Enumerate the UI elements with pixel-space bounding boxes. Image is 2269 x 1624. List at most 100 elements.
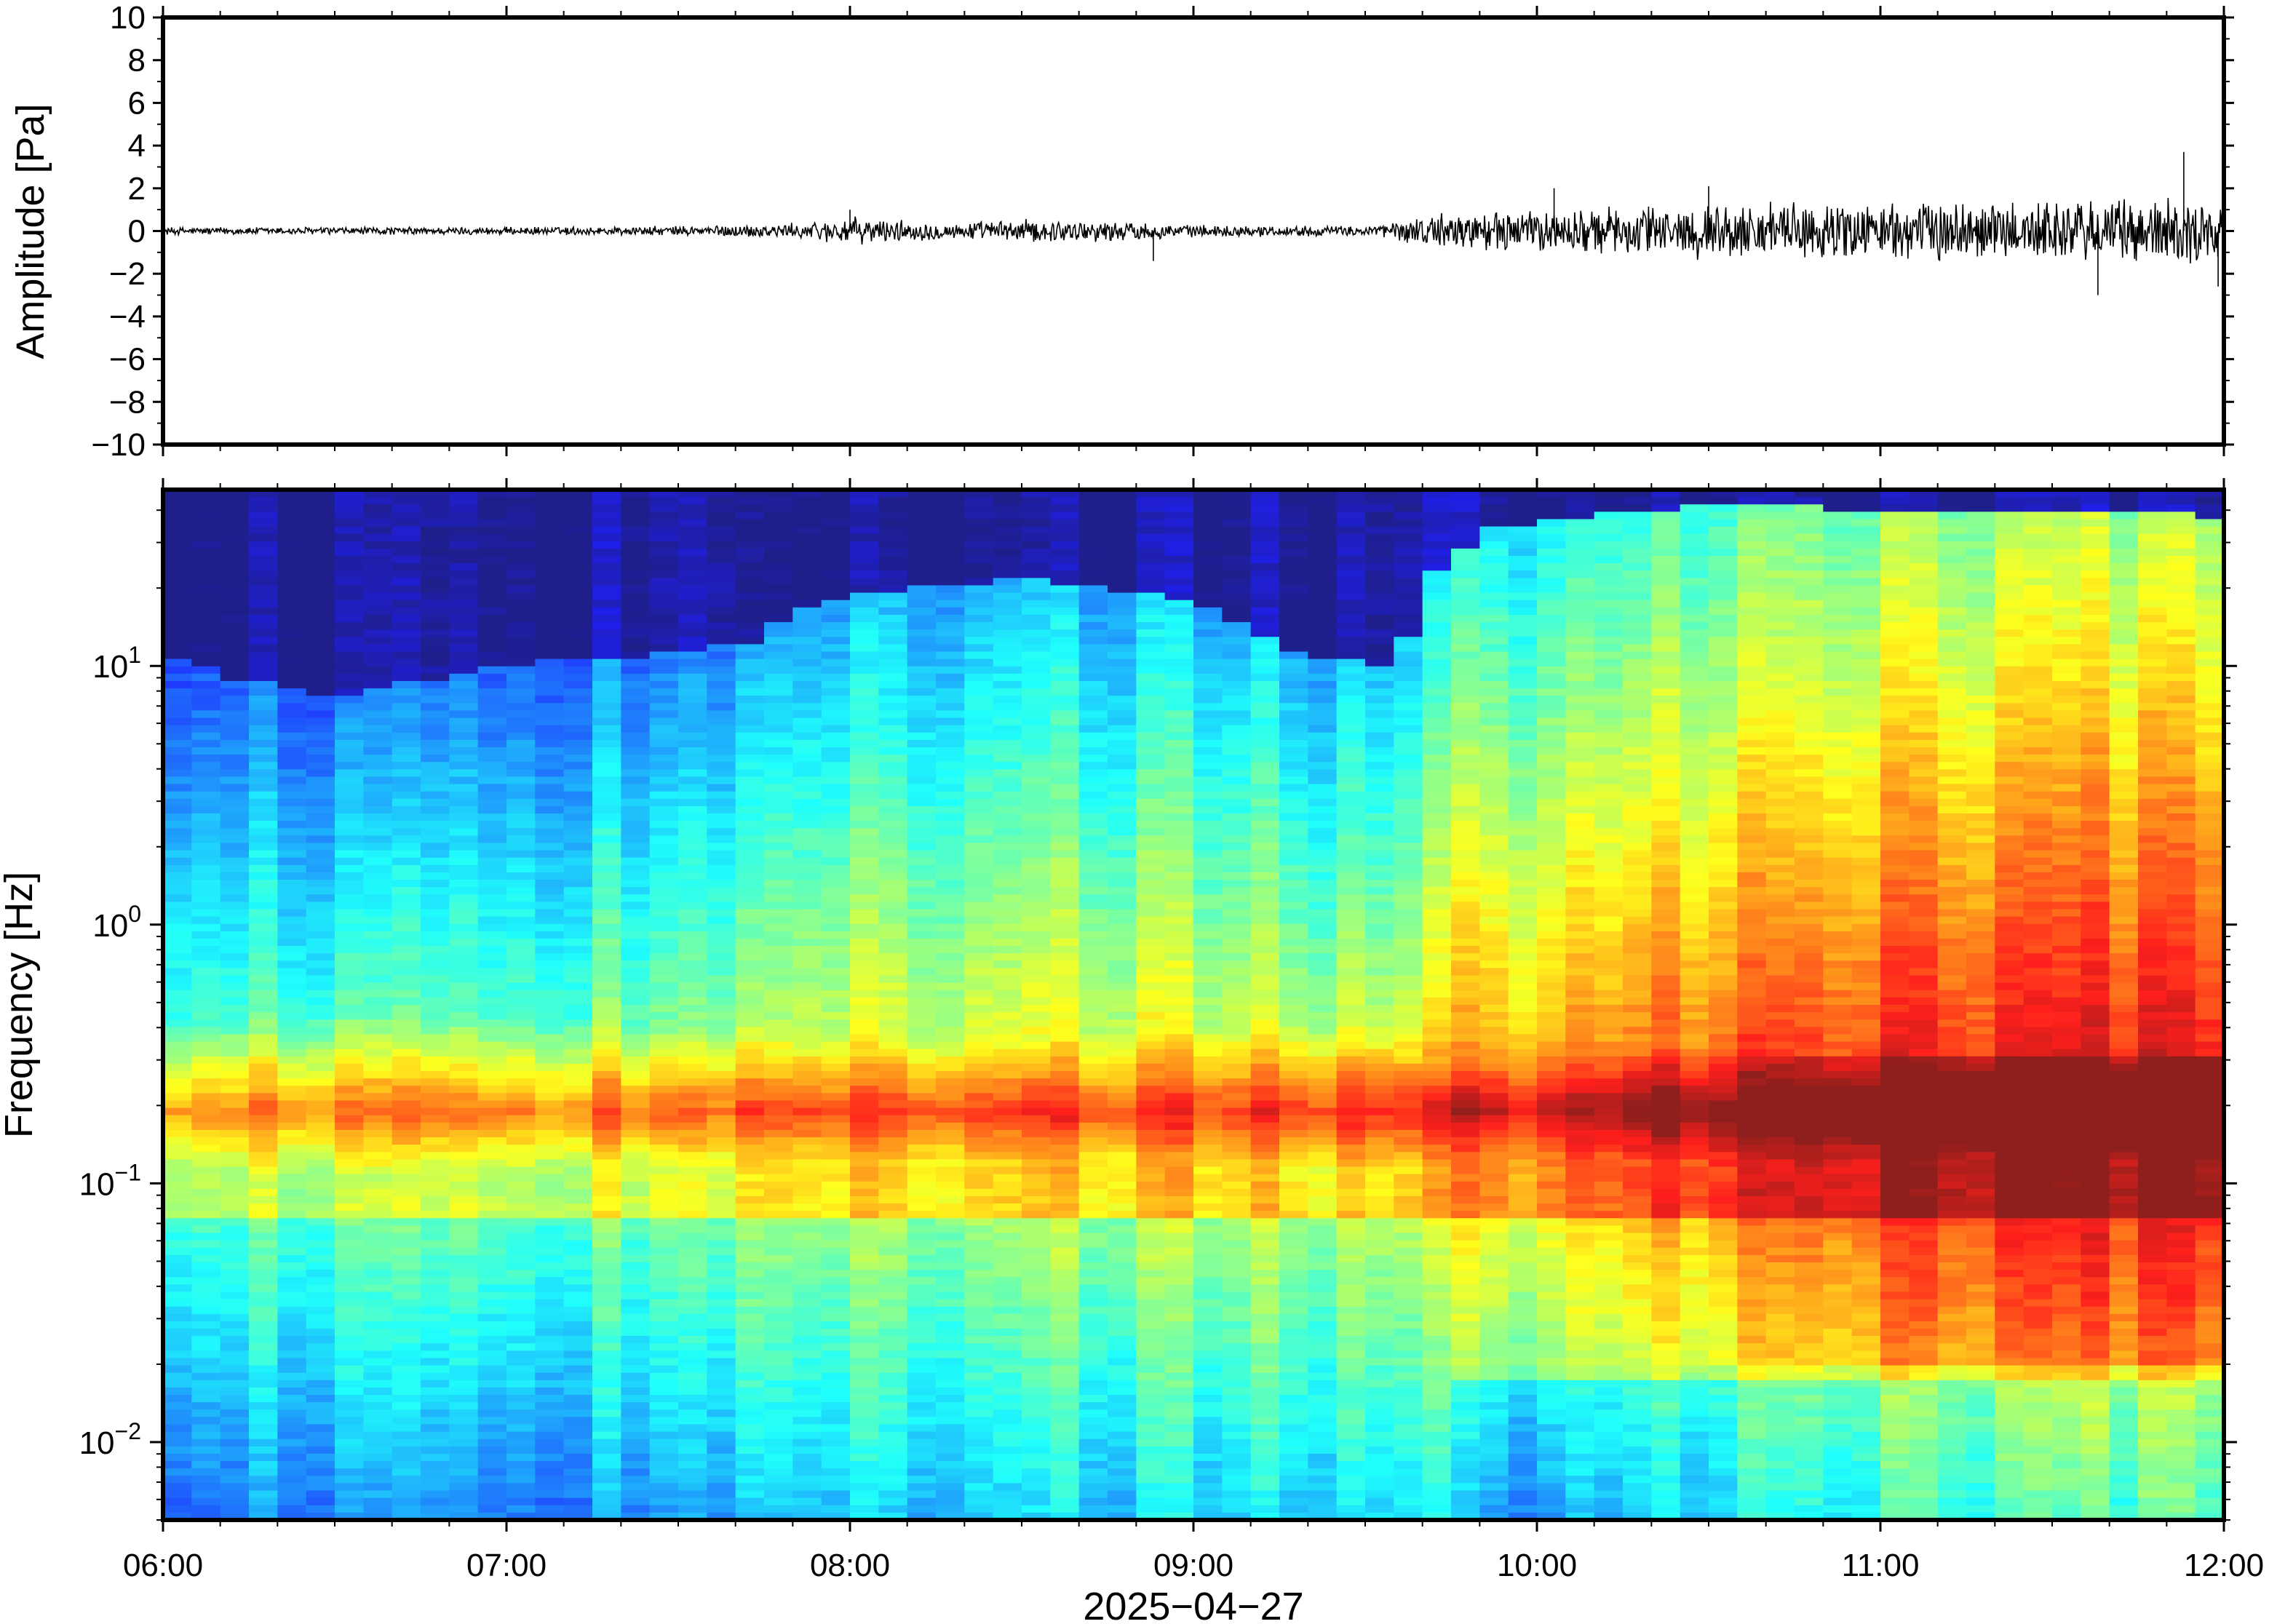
waveform-y-axis-title: Amplitude [Pa] — [9, 103, 52, 359]
spectrogram-cell — [821, 901, 851, 910]
spectrogram-cell — [850, 680, 880, 689]
spectrogram-cell — [821, 1041, 851, 1050]
spectrogram-cell — [277, 1107, 307, 1116]
spectrogram-cell — [163, 725, 193, 733]
spectrogram-cell — [878, 1137, 908, 1145]
spectrogram-cell — [563, 1188, 593, 1197]
spectrogram-cell — [993, 570, 1022, 579]
spectrogram-cell — [792, 909, 822, 918]
spectrogram-cell — [792, 592, 822, 601]
spectrogram-cell — [993, 776, 1022, 785]
spectrogram-cell — [220, 1078, 250, 1087]
spectrogram-cell — [277, 1122, 307, 1131]
spectrogram-cell — [878, 1336, 908, 1345]
spectrogram-cell — [335, 805, 365, 814]
spectrogram-cell — [1022, 1262, 1052, 1270]
spectrogram-cell — [220, 1063, 250, 1072]
spectrogram-cell — [850, 747, 880, 755]
spectrogram-cell — [1136, 622, 1166, 630]
spectrogram-cell — [421, 1306, 450, 1315]
spectrogram-cell — [764, 680, 794, 689]
spectrogram-cell — [506, 1431, 536, 1440]
spectrogram-cell — [277, 1145, 307, 1153]
spectrogram-cell — [477, 1358, 507, 1366]
spectrogram-cell — [649, 1218, 679, 1227]
spectrogram-cell — [649, 688, 679, 696]
spectrogram-cell — [421, 1063, 450, 1072]
spectrogram-cell — [506, 1254, 536, 1263]
spectrogram-cell — [1078, 982, 1108, 991]
spectrogram-cell — [1108, 747, 1137, 755]
spectrogram-cell — [277, 644, 307, 653]
spectrogram-cell — [678, 1137, 708, 1145]
spectrogram-cell — [907, 762, 937, 771]
spectrogram-cell — [220, 541, 250, 549]
spectrogram-cell — [993, 1497, 1022, 1506]
spectrogram-cell — [936, 850, 966, 859]
spectrogram-cell — [392, 578, 421, 586]
spectrogram-cell — [707, 1019, 736, 1028]
spectrogram-cell — [421, 1247, 450, 1256]
spectrogram-cell — [506, 1497, 536, 1506]
spectrogram-cell — [249, 1490, 279, 1499]
spectrogram-cell — [678, 747, 708, 755]
spectrogram-cell — [306, 1027, 335, 1035]
spectrogram-cell — [506, 1468, 536, 1477]
spectrogram-cell — [191, 1372, 221, 1381]
spectrogram-cell — [850, 946, 880, 954]
spectrogram-cell — [735, 1461, 765, 1469]
spectrogram-cell — [1078, 585, 1108, 594]
spectrogram-cell — [764, 1490, 794, 1499]
spectrogram-cell — [878, 1174, 908, 1182]
spectrogram-cell — [592, 997, 622, 1006]
spectrogram-cell — [421, 725, 450, 733]
spectrogram-cell — [907, 953, 937, 962]
spectrogram-cell — [306, 1321, 335, 1329]
spectrogram-cell — [335, 563, 365, 572]
spectrogram-cell — [563, 1299, 593, 1307]
spectrogram-cell — [277, 864, 307, 873]
spectrogram-cell — [907, 1225, 937, 1234]
spectrogram-cell — [1078, 1100, 1108, 1109]
spectrogram-cell — [592, 1409, 622, 1418]
spectrogram-cell — [592, 1071, 622, 1079]
spectrogram-cell — [421, 541, 450, 549]
spectrogram-cell — [707, 755, 736, 763]
spectrogram-cell — [850, 1402, 880, 1411]
spectrogram-cell — [764, 629, 794, 638]
spectrogram-cell — [649, 578, 679, 586]
spectrogram-cell — [1050, 1336, 1080, 1345]
spectrogram-cell — [792, 703, 822, 712]
spectrogram-cell — [907, 732, 937, 741]
spectrogram-cell — [1108, 872, 1137, 880]
spectrogram-cell — [277, 1247, 307, 1256]
spectrogram-cell — [993, 923, 1022, 932]
spectrogram-cell — [649, 607, 679, 616]
spectrogram-cell — [649, 953, 679, 962]
spectrogram-cell — [764, 658, 794, 667]
spectrogram-cell — [1022, 755, 1052, 763]
spectrogram-cell — [563, 762, 593, 771]
spectrogram-cell — [764, 1107, 794, 1116]
spectrogram-cell — [649, 857, 679, 866]
spectrogram-cell — [220, 1490, 250, 1499]
spectrogram-cell — [907, 1291, 937, 1300]
spectrogram-cell — [1136, 680, 1166, 689]
spectrogram-cell — [1108, 739, 1137, 748]
spectrogram-cell — [563, 1071, 593, 1079]
spectrogram-cell — [449, 1247, 479, 1256]
spectrogram-cell — [1022, 953, 1052, 962]
spectrogram-cell — [220, 1321, 250, 1329]
spectrogram-cell — [392, 953, 421, 962]
spectrogram-cell — [1136, 835, 1166, 844]
spectrogram-cell — [907, 1431, 937, 1440]
spectrogram-cell — [621, 1402, 651, 1411]
spectrogram-cell — [277, 1218, 307, 1227]
spectrogram-cell — [592, 1145, 622, 1153]
spectrogram-cell — [277, 1129, 307, 1138]
spectrogram-cell — [678, 629, 708, 638]
spectrogram-cell — [707, 909, 736, 918]
spectrogram-cell — [878, 622, 908, 630]
spectrogram-cell — [477, 600, 507, 608]
spectrogram-cell — [506, 1218, 536, 1227]
